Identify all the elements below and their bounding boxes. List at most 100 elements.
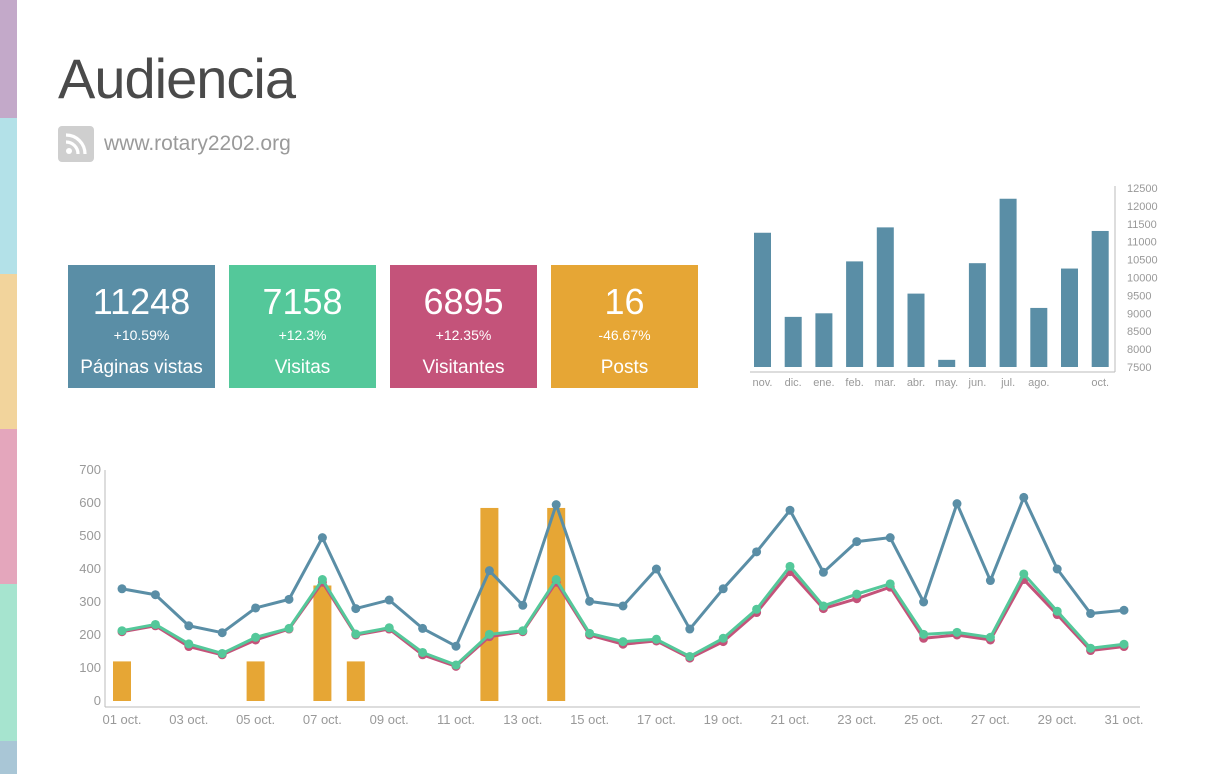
x-tick-label: 21 oct.: [770, 712, 809, 727]
posts-bar: [246, 661, 265, 701]
x-tick-label: nov.: [753, 377, 773, 389]
data-point: [1086, 643, 1096, 653]
data-point: [818, 601, 828, 611]
y-tick-label: 12000: [1127, 201, 1158, 213]
x-tick-label: 01 oct.: [102, 712, 141, 727]
data-point: [251, 632, 261, 642]
data-point: [484, 566, 494, 576]
data-point: [217, 628, 227, 638]
data-point: [752, 604, 762, 614]
data-point: [551, 500, 561, 510]
data-point: [1052, 606, 1062, 616]
data-point: [1019, 569, 1029, 579]
side-stripe: [0, 0, 17, 118]
y-tick-label: 400: [79, 561, 101, 576]
y-tick-label: 10500: [1127, 255, 1158, 267]
data-point: [150, 590, 160, 600]
y-tick-label: 8000: [1127, 344, 1151, 356]
x-tick-label: 25 oct.: [904, 712, 943, 727]
data-point: [484, 629, 494, 639]
side-stripe: [0, 741, 17, 774]
y-tick-label: 700: [79, 462, 101, 477]
stat-card-posts: 16 -46.67% Posts: [551, 265, 698, 388]
y-tick-label: 7500: [1127, 362, 1151, 374]
x-tick-label: 09 oct.: [370, 712, 409, 727]
data-point: [150, 619, 160, 629]
data-point: [919, 597, 929, 607]
stat-change: +10.59%: [113, 327, 170, 343]
bar: [999, 198, 1017, 367]
x-tick-label: 17 oct.: [637, 712, 676, 727]
stat-value: 6895: [423, 281, 504, 322]
stat-card-visitors: 6895 +12.35% Visitantes: [390, 265, 537, 388]
data-point: [618, 601, 628, 611]
x-tick-label: 29 oct.: [1038, 712, 1077, 727]
x-tick-label: abr.: [907, 377, 925, 389]
x-tick-label: 03 oct.: [169, 712, 208, 727]
data-point: [585, 596, 595, 606]
data-point: [384, 623, 394, 633]
data-point: [919, 629, 929, 639]
y-tick-label: 300: [79, 594, 101, 609]
y-tick-label: 9000: [1127, 308, 1151, 320]
x-tick-label: 11 oct.: [437, 712, 475, 727]
data-point: [1119, 605, 1129, 615]
bar: [907, 293, 925, 367]
data-point: [351, 604, 361, 614]
stat-card-pageviews: 11248 +10.59% Páginas vistas: [68, 265, 215, 388]
posts-bar: [547, 507, 566, 701]
stat-value: 7158: [262, 281, 343, 322]
y-tick-label: 8500: [1127, 326, 1151, 338]
data-point: [317, 575, 327, 585]
x-tick-label: feb.: [845, 377, 863, 389]
data-point: [885, 579, 895, 589]
x-tick-label: dic.: [785, 377, 802, 389]
stat-card-visits: 7158 +12.3% Visitas: [229, 265, 376, 388]
data-point: [1119, 639, 1129, 649]
y-tick-label: 11000: [1127, 237, 1157, 249]
x-tick-label: 13 oct.: [503, 712, 542, 727]
bar: [754, 232, 771, 367]
posts-bar: [346, 661, 365, 701]
bar: [938, 359, 956, 367]
data-point: [418, 647, 428, 657]
x-tick-label: jun.: [968, 377, 987, 389]
data-point: [1086, 609, 1096, 619]
posts-bar: [480, 507, 499, 701]
bar: [1030, 307, 1048, 367]
bar: [1061, 268, 1078, 367]
data-point: [685, 651, 695, 661]
side-stripe: [0, 429, 17, 584]
data-point: [685, 624, 695, 634]
bar: [876, 227, 894, 367]
bar: [1091, 230, 1109, 367]
data-point: [217, 648, 227, 658]
site-link[interactable]: www.rotary2202.org: [58, 126, 291, 162]
data-point: [785, 561, 795, 571]
y-tick-label: 100: [79, 660, 101, 675]
data-point: [117, 626, 127, 636]
bar: [968, 263, 986, 367]
page-title: Audiencia: [58, 47, 296, 110]
data-point: [651, 634, 661, 644]
x-tick-label: 27 oct.: [971, 712, 1010, 727]
data-point: [785, 505, 795, 515]
y-tick-label: 10000: [1127, 273, 1158, 285]
data-point: [351, 629, 361, 639]
bar: [784, 316, 802, 367]
y-tick-label: 9500: [1127, 290, 1151, 302]
data-point: [251, 603, 261, 613]
stat-change: +12.35%: [435, 327, 492, 343]
data-point: [451, 660, 461, 670]
x-tick-label: 07 oct.: [303, 712, 342, 727]
y-tick-label: 11500: [1127, 219, 1157, 231]
data-point: [184, 621, 194, 631]
series-line: [121, 570, 1125, 668]
data-point: [518, 626, 528, 636]
x-tick-label: 23 oct.: [837, 712, 876, 727]
x-tick-label: 15 oct.: [570, 712, 609, 727]
data-point: [885, 533, 895, 543]
data-point: [451, 641, 461, 651]
series-line: [121, 495, 1125, 648]
data-point: [985, 632, 995, 642]
